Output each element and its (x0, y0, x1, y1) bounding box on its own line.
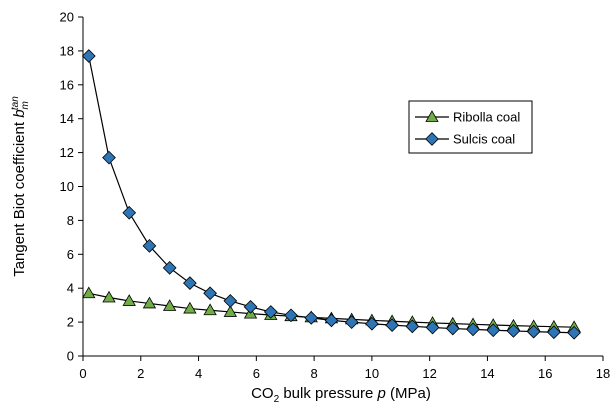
data-point-sulcis-coal (425, 320, 440, 335)
data-point-sulcis-coal (162, 260, 177, 275)
data-point-sulcis-coal (526, 324, 541, 339)
data-point-ribolla-coal (142, 296, 157, 309)
x-tick-label: 18 (596, 366, 610, 381)
data-point-sulcis-coal (344, 315, 359, 329)
data-point-sulcis-coal (263, 305, 278, 319)
x-tick-label: 4 (195, 366, 202, 381)
x-tick-label: 8 (310, 366, 317, 381)
legend-entry-ribolla-coal: Ribolla coal (415, 110, 520, 125)
data-point-sulcis-coal (243, 299, 258, 314)
y-tick-label: 4 (67, 281, 74, 296)
data-point-sulcis-coal (385, 318, 399, 333)
x-tick-label: 2 (137, 366, 144, 381)
x-tick-label: 12 (422, 366, 436, 381)
y-tick-label: 12 (60, 145, 74, 160)
data-point-sulcis-coal (547, 325, 561, 340)
data-point-sulcis-coal (304, 310, 319, 325)
legend-label-ribolla-coal: Ribolla coal (453, 110, 520, 125)
y-tick-label: 18 (60, 43, 74, 58)
data-point-ribolla-coal (102, 290, 116, 303)
data-point-ribolla-coal (183, 301, 197, 314)
legend-marker-sulcis-coal (425, 132, 439, 146)
data-point-ribolla-coal (122, 294, 136, 306)
data-point-sulcis-coal (445, 321, 460, 336)
x-tick-label: 14 (480, 366, 494, 381)
chart-axis-titles: CO2 bulk pressure p (MPa) Tangent Biot co… (10, 96, 431, 405)
data-point-sulcis-coal (466, 322, 480, 337)
data-point-sulcis-coal (102, 150, 116, 165)
data-point-ribolla-coal (162, 299, 177, 311)
chart-series (81, 49, 581, 340)
y-tick-label: 8 (67, 213, 74, 228)
y-tick-label: 10 (60, 179, 74, 194)
data-point-sulcis-coal (405, 319, 420, 334)
data-point-sulcis-coal (506, 324, 521, 338)
legend-marker-ribolla-coal (425, 110, 439, 122)
x-tick-label: 10 (365, 366, 379, 381)
data-point-sulcis-coal (567, 325, 581, 340)
y-axis-title: Tangent Biot coefficient bmtan (10, 96, 31, 277)
series-sulcis-coal (81, 49, 581, 340)
x-tick-label: 6 (253, 366, 260, 381)
y-tick-label: 0 (67, 349, 74, 364)
y-tick-label: 14 (60, 111, 74, 126)
x-tick-label: 0 (79, 366, 86, 381)
data-point-sulcis-coal (81, 49, 96, 63)
y-tick-label: 16 (60, 77, 74, 92)
x-tick-label: 16 (538, 366, 552, 381)
legend-box (408, 100, 533, 154)
data-point-ribolla-coal (82, 286, 96, 299)
data-point-sulcis-coal (284, 308, 298, 323)
data-point-sulcis-coal (486, 323, 501, 338)
data-point-sulcis-coal (203, 286, 217, 301)
data-point-ribolla-coal (203, 303, 217, 316)
data-point-sulcis-coal (142, 238, 157, 253)
y-tick-label: 2 (67, 315, 74, 330)
data-point-ribolla-coal (223, 305, 238, 317)
y-tick-label: 6 (67, 247, 74, 262)
series-line-sulcis-coal (88, 55, 575, 334)
x-axis-title: CO2 bulk pressure p (MPa) (251, 385, 431, 405)
legend-label-sulcis-coal: Sulcis coal (453, 132, 515, 147)
y-tick-label: 20 (60, 10, 74, 25)
legend-entry-sulcis-coal: Sulcis coal (415, 132, 515, 147)
chart-ticks: 0 2 4 6 8 10 12 14 16 18 0 2 4 6 8 10 12 14 16 18 20 (60, 10, 611, 382)
chart-legend: Ribolla coal Sulcis coal (408, 100, 533, 154)
data-point-sulcis-coal (324, 313, 339, 328)
data-point-sulcis-coal (365, 316, 379, 331)
data-point-sulcis-coal (183, 276, 197, 290)
data-point-sulcis-coal (122, 205, 137, 220)
data-point-sulcis-coal (223, 294, 238, 308)
